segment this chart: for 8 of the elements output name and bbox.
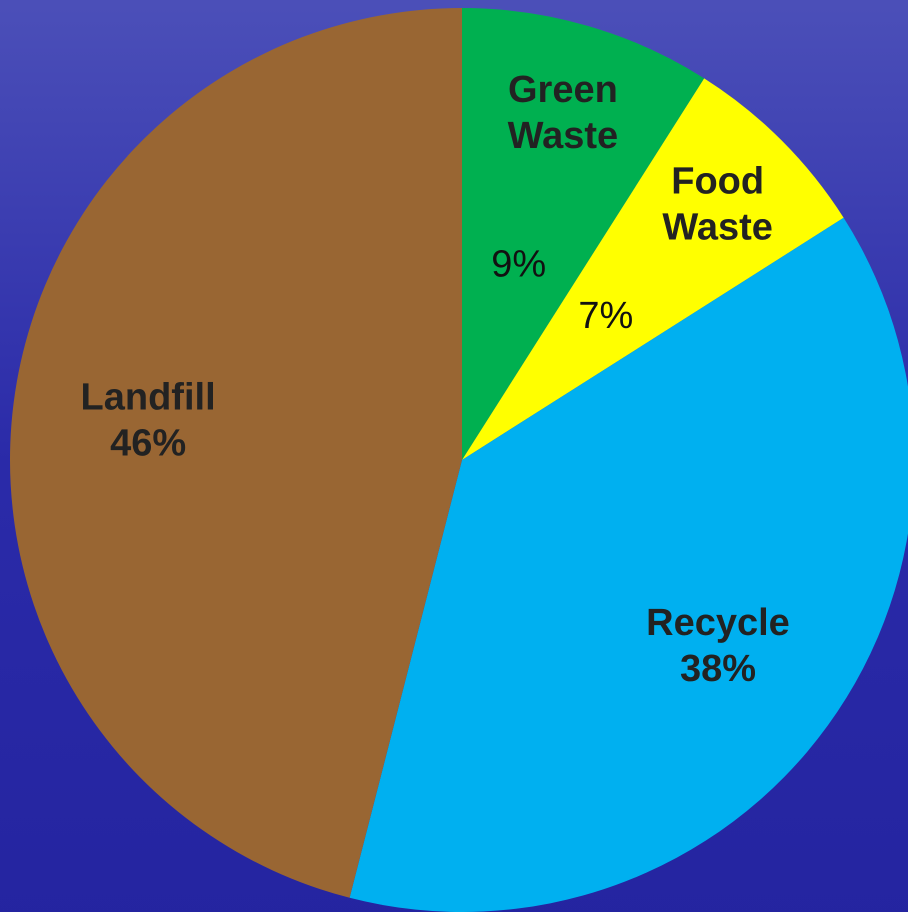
- data-label: 9%: [491, 244, 546, 286]
- slice-label: Landfill: [80, 376, 216, 418]
- slice-label: Green Waste: [508, 68, 618, 157]
- slice-label: Food Waste: [662, 160, 773, 248]
- data-label: 46%: [110, 422, 186, 464]
- data-label: 7%: [578, 295, 634, 338]
- data-label: 38%: [680, 648, 756, 690]
- slice-label: Recycle: [646, 602, 790, 644]
